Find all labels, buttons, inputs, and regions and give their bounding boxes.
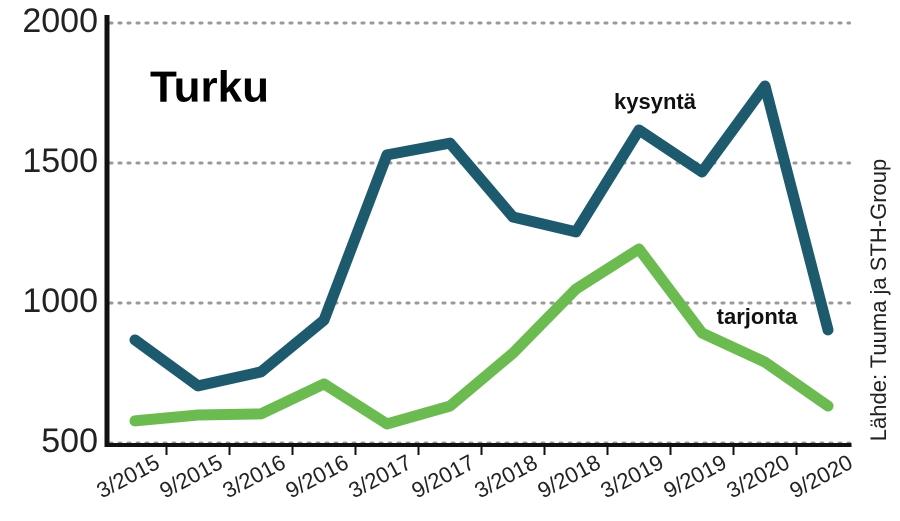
x-tick-label: 3/2020 xyxy=(722,449,793,503)
x-tick-label: 3/2016 xyxy=(218,449,289,503)
line xyxy=(129,80,834,392)
x-tick-label: 9/2016 xyxy=(281,449,352,503)
source: Lähde: Tuuma ja STH-Group xyxy=(866,159,891,441)
x-tick-label: 9/2018 xyxy=(533,449,604,503)
x-tick-label: 9/2019 xyxy=(659,449,730,503)
series-label: tarjonta xyxy=(717,304,798,329)
series-label: kysyntä xyxy=(614,89,697,114)
y-tick-label: 500 xyxy=(41,422,98,460)
x-tick-label: 3/2019 xyxy=(596,449,667,503)
x-tick-label: 9/2020 xyxy=(785,449,856,503)
y-tick-label: 2000 xyxy=(22,2,98,40)
y-tick-label: 1500 xyxy=(22,142,98,180)
line xyxy=(129,243,834,430)
x-tick-label: 9/2015 xyxy=(155,449,226,503)
y-tick-label: 1000 xyxy=(22,282,98,320)
x-tick-label: 3/2018 xyxy=(470,449,541,503)
x-tick-label: 3/2015 xyxy=(92,449,163,503)
x-tick-label: 3/2017 xyxy=(344,449,415,503)
x-tick-label: 9/2017 xyxy=(407,449,478,503)
chart-title: Turku xyxy=(150,63,269,112)
